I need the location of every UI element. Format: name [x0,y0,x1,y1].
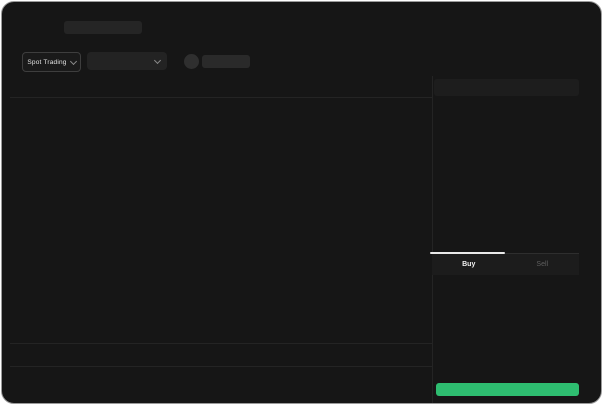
trade-tabbar: Buy Sell [432,253,579,275]
buy-submit-button[interactable] [436,383,579,396]
panel-divider-vertical [432,76,433,403]
tab-buy[interactable]: Buy [462,261,476,268]
pair-selector-dropdown[interactable] [87,52,167,70]
orderbook-toolbar-strip [434,79,579,96]
market-type-dropdown[interactable]: Spot Trading [22,52,81,72]
market-type-label: Spot Trading [27,58,67,66]
chart-bottom-divider [10,343,432,344]
candlestick-chart[interactable] [10,98,382,344]
active-tab-indicator [430,252,505,254]
pair-name-placeholder [202,55,250,68]
chevron-down-icon [69,57,77,66]
okx-logo[interactable] [22,22,68,35]
search-input[interactable] [64,21,142,34]
depth-chart[interactable] [380,100,432,305]
bottom-tabs-divider [10,366,432,367]
toolbar-divider [10,97,432,98]
coin-avatar [184,54,199,69]
tab-sell[interactable]: Sell [536,261,549,268]
chevron-down-icon [153,56,162,65]
